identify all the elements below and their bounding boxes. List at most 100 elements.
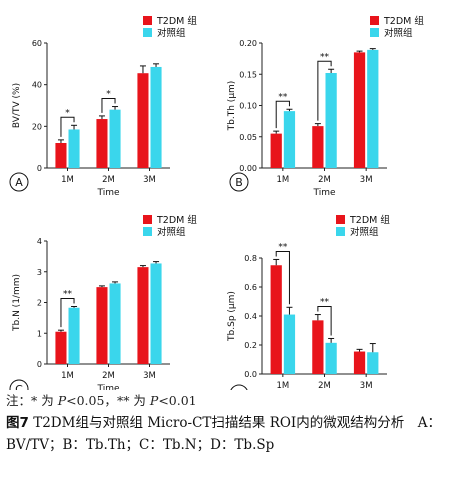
panel-a-y-axis-label: BV/TV (%) (12, 83, 22, 128)
panel-d-bar-control-1m (283, 314, 296, 374)
panel-c-x-axis-label: Time (96, 384, 119, 390)
panel-d-significance-mark: ** (278, 242, 288, 252)
panel-b-x-tick-label: 2M (318, 175, 331, 185)
panel-d-legend-label-control: 对照组 (350, 226, 379, 238)
note-lt01: <0.01 (158, 393, 197, 408)
panel-a-significance-mark: * (65, 108, 70, 118)
panel-d-bar-t2dm-3m (353, 351, 366, 374)
panel-c-significance-bracket (60, 297, 75, 328)
panel-a-y-tick-label: 60 (32, 39, 42, 48)
panel-a-bar-control-2m (109, 109, 121, 168)
panel-d-bar-control-3m (367, 352, 379, 374)
panel-d-y-tick-label: 0.8 (244, 254, 257, 263)
panel-b-bar-t2dm-1m (270, 133, 282, 168)
panel-b-bar-control-1m (283, 111, 296, 168)
panel-c-legend-label-control: 对照组 (157, 226, 186, 238)
panel-b-y-tick-label: 0.15 (239, 70, 257, 79)
panel-b-bar-t2dm-3m (353, 52, 366, 168)
panel-c-bar-t2dm-3m (137, 267, 149, 364)
panel-a-y-tick-label: 40 (32, 81, 42, 90)
caption-text: T2DM组与对照组 Micro-CT扫描结果 ROI内的微观结构分析 A：BV/… (6, 415, 442, 453)
panel-d-bar-t2dm-1m (270, 265, 282, 374)
panel-d-label-circle (230, 384, 248, 390)
panel-c-label: C (15, 383, 23, 390)
panel-b-legend-label-control: 对照组 (384, 27, 413, 39)
panel-b-x-tick-label: 1M (276, 175, 289, 185)
panel-d-x-tick-label: 1M (276, 381, 289, 390)
panel-b-significance-mark: ** (278, 92, 288, 102)
panel-b-legend-label-t2dm: T2DM 组 (383, 15, 424, 27)
panel-a-y-tick-label: 0 (37, 164, 42, 173)
panel-c-bar-control-3m (150, 263, 162, 364)
note-stars2: ** 为 (116, 393, 150, 408)
panel-c-y-tick-label: 0 (37, 360, 42, 369)
caption-label: 图7 (6, 415, 29, 431)
panel-d-y-tick-label: 0.0 (244, 370, 257, 379)
panel-d-y-tick-label: 0.4 (244, 312, 257, 321)
panel-c-bar-t2dm-2m (96, 287, 108, 364)
panel-a-legend-swatch-t2dm (143, 16, 152, 25)
panel-a-x-tick-label: 3M (143, 175, 156, 185)
panel-a-significance-bracket (60, 116, 75, 137)
panel-d-label: D (235, 388, 243, 390)
panel-b-y-tick-label: 0.10 (239, 102, 257, 111)
panel-a-bar-control-3m (150, 66, 162, 168)
note-p1: P (57, 393, 67, 408)
panel-a-x-tick-label: 2M (102, 175, 115, 185)
panel-b-significance-bracket (275, 100, 290, 129)
panel-d-significance-bracket (275, 250, 290, 305)
panel-d-legend-swatch-t2dm (336, 215, 345, 224)
panel-b-significance-mark: ** (320, 52, 330, 62)
panel-c-bar-control-2m (109, 283, 121, 364)
panel-d-legend-swatch-control (336, 227, 345, 236)
panel-a-y-tick-label: 20 (32, 122, 42, 131)
panel-b-bar-control-2m (325, 73, 337, 168)
panel-a-bar-t2dm-3m (137, 73, 149, 168)
panel-a-significance-mark: * (106, 90, 111, 100)
panel-a-label-circle (9, 172, 29, 192)
panel-a-bar-t2dm-1m (55, 143, 67, 168)
note-lt05: <0.05， (66, 393, 117, 408)
panel-a-legend-label-control: 对照组 (157, 27, 186, 39)
panel-c-legend-swatch-t2dm (143, 215, 152, 224)
panel-c-y-tick-label: 3 (37, 268, 42, 277)
panel-b-significance-bracket (317, 60, 332, 121)
figure-caption: 图7 T2DM组与对照组 Micro-CT扫描结果 ROI内的微观结构分析 A：… (6, 412, 444, 456)
note-prefix: 注：* 为 (6, 393, 58, 408)
panel-c-x-tick-label: 1M (61, 371, 74, 381)
panel-a-label: A (15, 176, 23, 189)
panel-d-significance-mark: ** (320, 298, 330, 308)
panel-b-x-tick-label: 3M (360, 175, 373, 185)
panel-c-label-circle (9, 379, 29, 390)
panel-d-significance-bracket (317, 306, 332, 336)
note-p2: P (149, 393, 159, 408)
panel-d-bar-t2dm-2m (312, 320, 324, 374)
panel-d-y-tick-label: 0.2 (244, 341, 257, 350)
panel-b-y-tick-label: 0.00 (239, 164, 257, 173)
panel-c-x-tick-label: 2M (102, 371, 115, 381)
panel-c-legend-swatch-control (143, 227, 152, 236)
panel-a-significance-bracket (101, 98, 116, 113)
panel-c-y-tick-label: 4 (37, 237, 42, 246)
panel-b-y-tick-label: 0.05 (239, 133, 257, 142)
panel-a-bar-t2dm-2m (96, 119, 108, 168)
panel-b-bar-t2dm-2m (312, 126, 324, 168)
panel-d-bar-control-2m (325, 342, 337, 374)
significance-note: 注：* 为 P<0.05，** 为 P<0.01 (6, 390, 446, 409)
panel-b-legend-swatch-control (370, 28, 379, 37)
panel-b-y-axis-label: Tb.Th (μm) (227, 81, 237, 132)
panel-d-y-tick-label: 0.6 (244, 283, 257, 292)
panel-b-y-tick-label: 0.20 (239, 39, 257, 48)
panel-a-x-tick-label: 1M (61, 175, 74, 185)
panel-b-bar-control-3m (367, 49, 379, 168)
panel-c-bar-control-1m (68, 307, 80, 364)
panel-d-y-axis-label: Tb.Sp (μm) (227, 291, 237, 342)
panel-a-x-axis-label: Time (96, 188, 119, 198)
panel-c-x-tick-label: 3M (143, 371, 156, 381)
panel-d-legend-label-t2dm: T2DM 组 (349, 214, 390, 226)
panel-c-significance-mark: ** (63, 289, 73, 299)
panel-b-label: B (235, 176, 243, 189)
panel-c-y-tick-label: 2 (37, 299, 42, 308)
panel-c-y-tick-label: 1 (37, 329, 42, 338)
